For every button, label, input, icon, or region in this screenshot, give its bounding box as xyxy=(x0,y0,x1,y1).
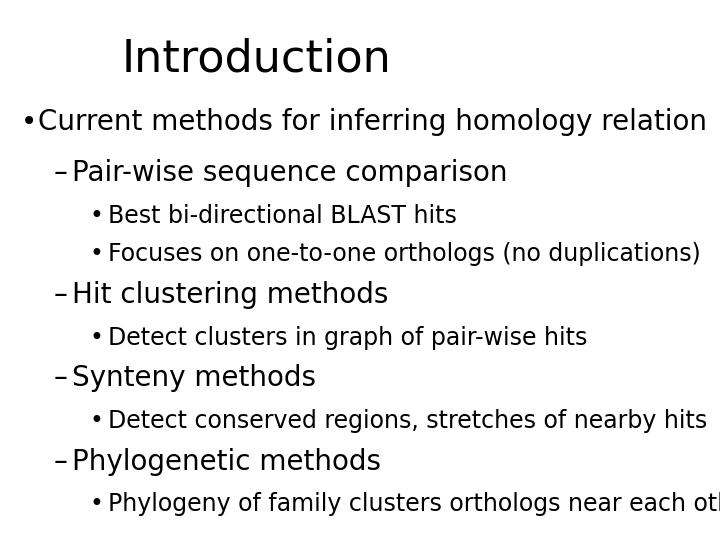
Text: –: – xyxy=(54,281,68,309)
Text: –: – xyxy=(54,364,68,393)
Text: •: • xyxy=(90,326,104,349)
Text: Phylogenetic methods: Phylogenetic methods xyxy=(72,448,381,476)
Text: Focuses on one-to-one orthologs (no duplications): Focuses on one-to-one orthologs (no dupl… xyxy=(107,242,701,266)
Text: Detect conserved regions, stretches of nearby hits: Detect conserved regions, stretches of n… xyxy=(107,409,707,433)
Text: –: – xyxy=(54,159,68,187)
Text: Phylogeny of family clusters orthologs near each other: Phylogeny of family clusters orthologs n… xyxy=(107,492,720,516)
Text: Best bi-directional BLAST hits: Best bi-directional BLAST hits xyxy=(107,204,456,227)
Text: •: • xyxy=(90,409,104,433)
Text: •: • xyxy=(90,492,104,516)
Text: Synteny methods: Synteny methods xyxy=(72,364,316,393)
Text: Pair-wise sequence comparison: Pair-wise sequence comparison xyxy=(72,159,507,187)
Text: •: • xyxy=(20,108,37,136)
Text: •: • xyxy=(90,204,104,227)
Text: Introduction: Introduction xyxy=(121,38,391,81)
Text: •: • xyxy=(90,242,104,266)
Text: Detect clusters in graph of pair-wise hits: Detect clusters in graph of pair-wise hi… xyxy=(107,326,587,349)
Text: Hit clustering methods: Hit clustering methods xyxy=(72,281,388,309)
Text: –: – xyxy=(54,448,68,476)
Text: Current methods for inferring homology relation: Current methods for inferring homology r… xyxy=(38,108,708,136)
